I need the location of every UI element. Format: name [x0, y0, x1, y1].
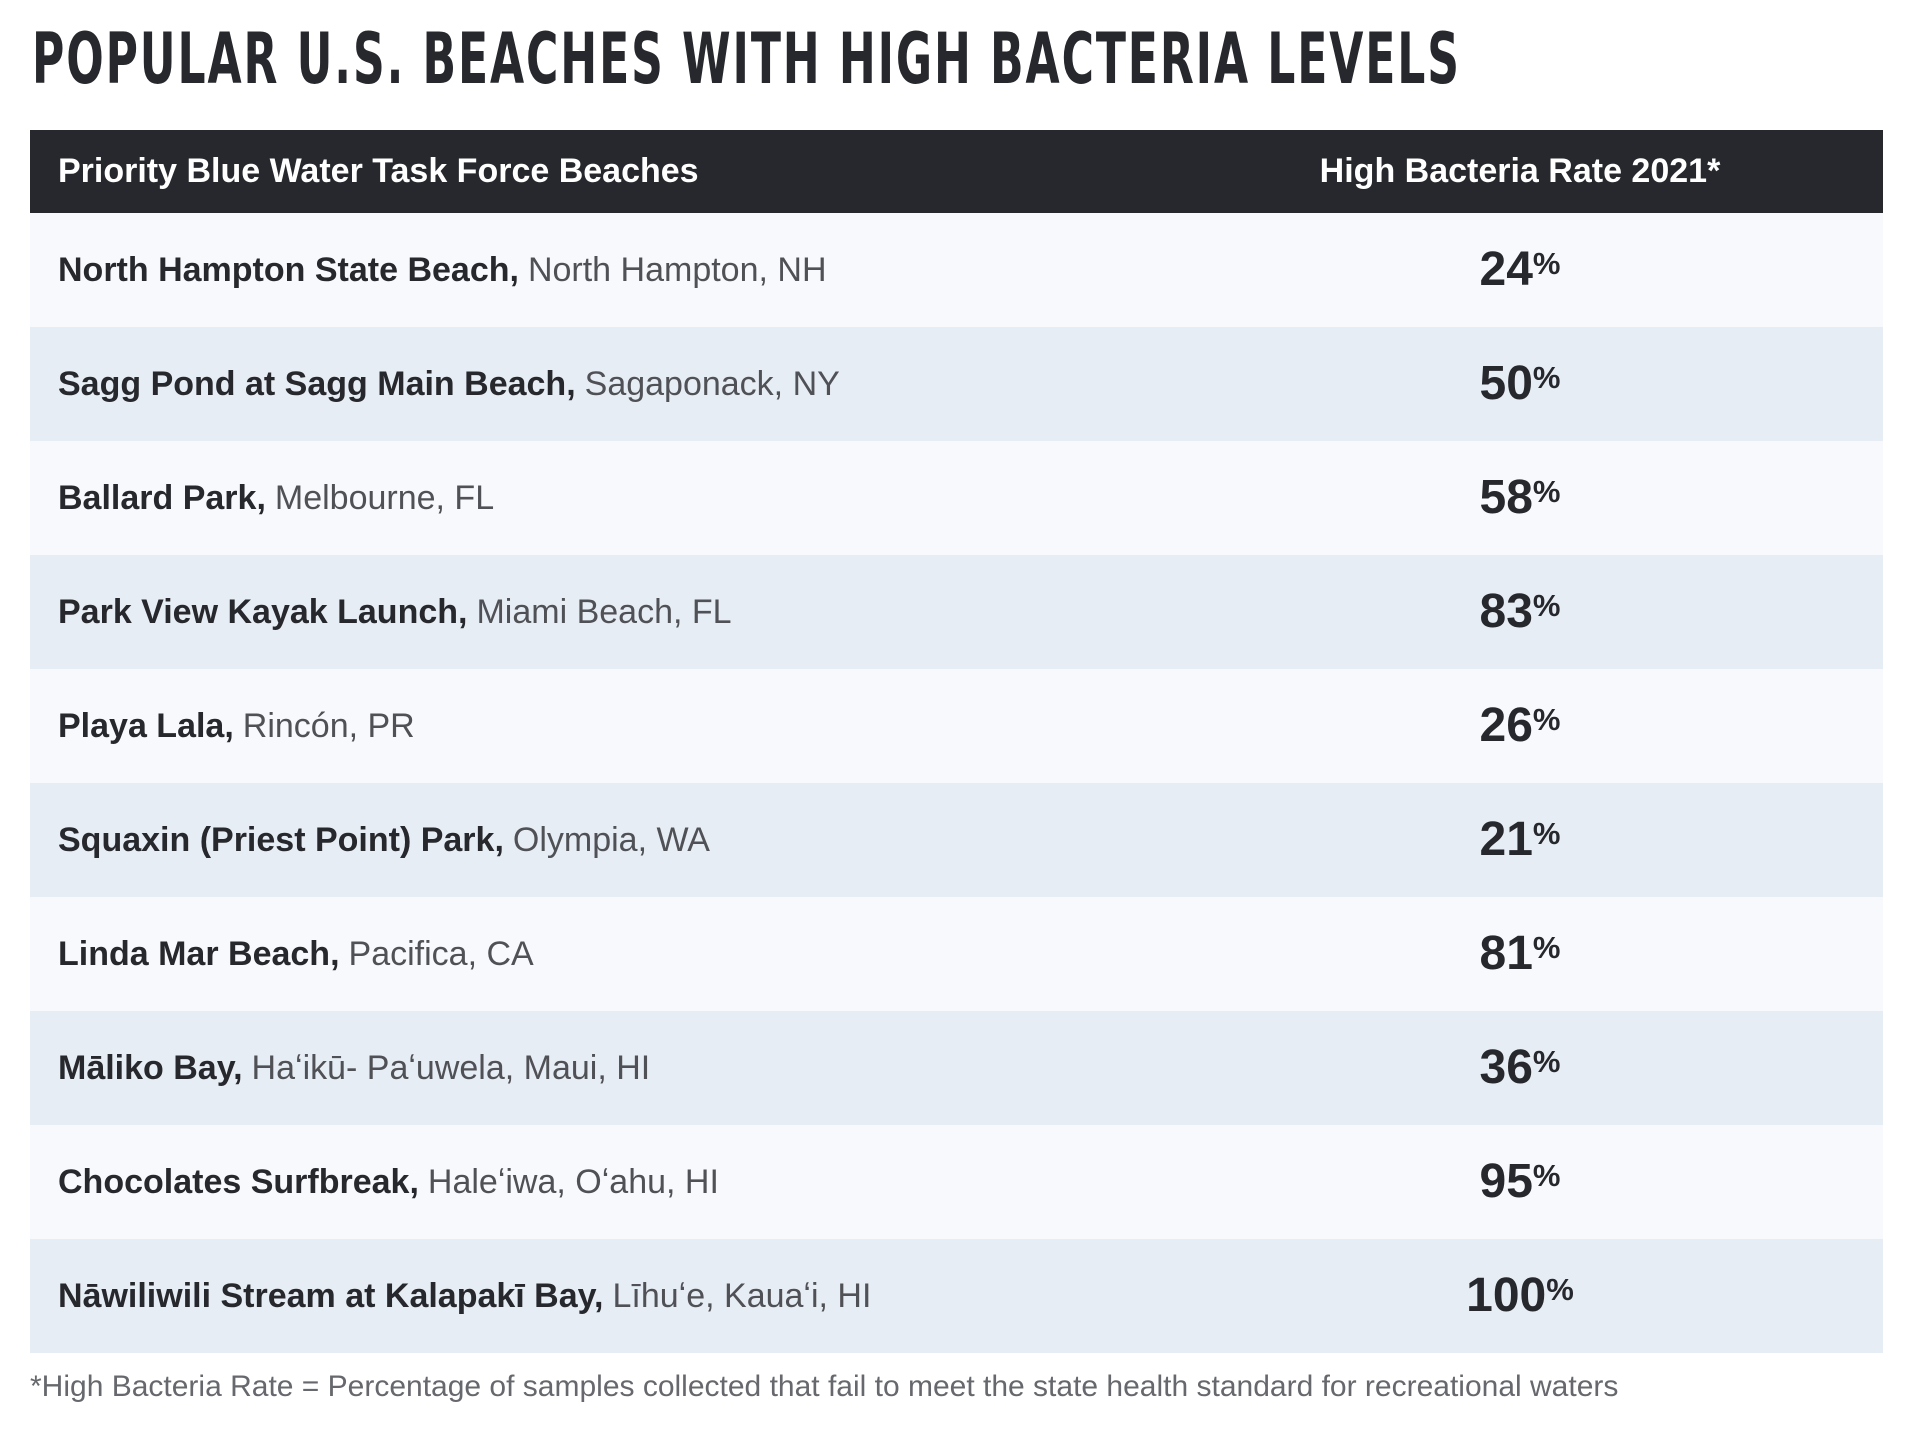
- beach-name: Chocolates Surfbreak,: [58, 1162, 419, 1201]
- beach-name: Ballard Park,: [58, 478, 266, 517]
- bacteria-table: Priority Blue Water Task Force Beaches H…: [30, 130, 1883, 1353]
- beach-location: Olympia, WA: [512, 820, 710, 859]
- table-row: Ballard Park, Melbourne, FL 58%: [30, 441, 1883, 555]
- beach-name: Nāwiliwili Stream at Kalapakī Bay,: [58, 1276, 604, 1315]
- table-row: Sagg Pond at Sagg Main Beach, Sagaponack,…: [30, 327, 1883, 441]
- percent-sign: %: [1546, 1272, 1574, 1307]
- rate-value: 83: [1479, 585, 1533, 638]
- rate-cell: 81%: [1157, 930, 1883, 978]
- beach-name: Māliko Bay,: [58, 1048, 243, 1087]
- percent-sign: %: [1532, 1158, 1561, 1193]
- beach-name: Sagg Pond at Sagg Main Beach,: [58, 364, 576, 403]
- beach-cell: Sagg Pond at Sagg Main Beach, Sagaponack,…: [30, 365, 1157, 404]
- table-header: Priority Blue Water Task Force Beaches H…: [30, 130, 1883, 213]
- rate-cell: 21%: [1157, 816, 1883, 864]
- table-row: Linda Mar Beach, Pacifica, CA 81%: [30, 897, 1883, 1011]
- rate-value: 95: [1479, 1155, 1533, 1208]
- percent-sign: %: [1532, 588, 1561, 623]
- beach-location: Haleʻiwa, Oʻahu, HI: [427, 1162, 719, 1201]
- beach-name: Park View Kayak Launch,: [58, 592, 468, 631]
- table-row: Playa Lala, Rincón, PR 26%: [30, 669, 1883, 783]
- beach-cell: Linda Mar Beach, Pacifica, CA: [30, 935, 1157, 974]
- beach-cell: North Hampton State Beach, North Hampton,…: [30, 251, 1157, 290]
- table-body: North Hampton State Beach, North Hampton,…: [30, 213, 1883, 1353]
- header-beaches-label: Priority Blue Water Task Force Beaches: [58, 152, 699, 190]
- beach-location: Miami Beach, FL: [476, 592, 732, 631]
- rate-cell: 100%: [1157, 1272, 1883, 1320]
- page-title: POPULAR U.S. BEACHES WITH HIGH BACTERIA …: [32, 18, 1461, 100]
- table-row: Māliko Bay, Haʻikū- Paʻuwela, Maui, HI 36…: [30, 1011, 1883, 1125]
- beach-cell: Playa Lala, Rincón, PR: [30, 707, 1157, 746]
- percent-sign: %: [1532, 246, 1561, 281]
- beach-location: Haʻikū- Paʻuwela, Maui, HI: [251, 1048, 651, 1087]
- beach-location: North Hampton, NH: [527, 250, 827, 289]
- beach-location: Līhuʻe, Kauaʻi, HI: [612, 1276, 872, 1315]
- rate-cell: 24%: [1157, 246, 1883, 294]
- beach-name: North Hampton State Beach,: [58, 250, 519, 289]
- beach-cell: Squaxin (Priest Point) Park, Olympia, WA: [30, 821, 1157, 860]
- rate-cell: 36%: [1157, 1044, 1883, 1092]
- table-row: Chocolates Surfbreak, Haleʻiwa, Oʻahu, HI…: [30, 1125, 1883, 1239]
- beach-cell: Park View Kayak Launch, Miami Beach, FL: [30, 593, 1157, 632]
- rate-cell: 26%: [1157, 702, 1883, 750]
- table-row: Squaxin (Priest Point) Park, Olympia, WA …: [30, 783, 1883, 897]
- header-rate-label: High Bacteria Rate 2021*: [1319, 152, 1721, 190]
- beach-name: Playa Lala,: [58, 706, 234, 745]
- table-row: Nāwiliwili Stream at Kalapakī Bay, Līhuʻe…: [30, 1239, 1883, 1353]
- beach-location: Sagaponack, NY: [584, 364, 840, 403]
- percent-sign: %: [1532, 702, 1561, 737]
- beach-name: Squaxin (Priest Point) Park,: [58, 820, 504, 859]
- table-row: Park View Kayak Launch, Miami Beach, FL 8…: [30, 555, 1883, 669]
- beach-location: Rincón, PR: [242, 706, 415, 745]
- beach-cell: Nāwiliwili Stream at Kalapakī Bay, Līhuʻe…: [30, 1277, 1157, 1316]
- beach-cell: Ballard Park, Melbourne, FL: [30, 479, 1157, 518]
- rate-value: 36: [1479, 1041, 1533, 1094]
- rate-value: 21: [1479, 813, 1533, 866]
- rate-cell: 50%: [1157, 360, 1883, 408]
- percent-sign: %: [1532, 474, 1561, 509]
- beach-location: Melbourne, FL: [274, 478, 495, 517]
- percent-sign: %: [1532, 360, 1561, 395]
- table-row: North Hampton State Beach, North Hampton,…: [30, 213, 1883, 327]
- rate-value: 24: [1479, 243, 1533, 296]
- rate-value: 100: [1466, 1269, 1547, 1322]
- rate-value: 50: [1479, 357, 1533, 410]
- percent-sign: %: [1532, 1044, 1561, 1079]
- rate-value: 58: [1479, 471, 1533, 524]
- rate-cell: 58%: [1157, 474, 1883, 522]
- footnote: *High Bacteria Rate = Percentage of samp…: [30, 1370, 1619, 1403]
- rate-cell: 95%: [1157, 1158, 1883, 1206]
- percent-sign: %: [1532, 816, 1561, 851]
- beach-name: Linda Mar Beach,: [58, 934, 340, 973]
- beach-cell: Chocolates Surfbreak, Haleʻiwa, Oʻahu, HI: [30, 1163, 1157, 1202]
- rate-value: 81: [1479, 927, 1533, 980]
- beach-cell: Māliko Bay, Haʻikū- Paʻuwela, Maui, HI: [30, 1049, 1157, 1088]
- beach-location: Pacifica, CA: [348, 934, 534, 973]
- rate-value: 26: [1479, 699, 1533, 752]
- rate-cell: 83%: [1157, 588, 1883, 636]
- percent-sign: %: [1532, 930, 1561, 965]
